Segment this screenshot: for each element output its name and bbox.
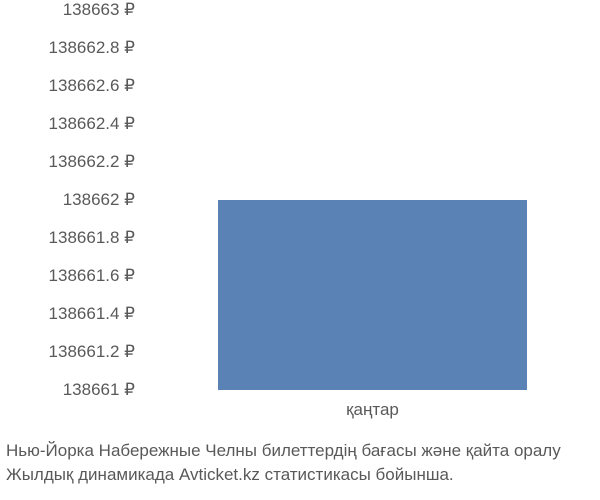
- bar-jan: [218, 200, 527, 390]
- y-tick: 138661.8 ₽: [0, 228, 135, 248]
- y-axis: 138663 ₽ 138662.8 ₽ 138662.6 ₽ 138662.4 …: [0, 10, 135, 390]
- y-tick: 138662.6 ₽: [0, 76, 135, 96]
- y-tick: 138661.6 ₽: [0, 266, 135, 286]
- y-tick: 138661.4 ₽: [0, 304, 135, 324]
- y-tick: 138662.2 ₽: [0, 152, 135, 172]
- y-tick: 138662.8 ₽: [0, 38, 135, 58]
- caption-line-1: Нью-Йорка Набережные Челны билеттердің б…: [6, 439, 600, 464]
- caption-line-2: Жылдық динамикада Avticket.kz статистика…: [6, 463, 600, 488]
- x-axis-label: қаңтар: [145, 400, 600, 420]
- y-tick: 138661 ₽: [0, 380, 135, 400]
- y-tick: 138663 ₽: [0, 0, 135, 20]
- y-tick: 138662.4 ₽: [0, 114, 135, 134]
- price-chart: 138663 ₽ 138662.8 ₽ 138662.6 ₽ 138662.4 …: [0, 10, 600, 430]
- y-tick: 138661.2 ₽: [0, 342, 135, 362]
- plot-area: [145, 10, 600, 390]
- chart-caption: Нью-Йорка Набережные Челны билеттердің б…: [0, 439, 600, 488]
- y-tick: 138662 ₽: [0, 190, 135, 210]
